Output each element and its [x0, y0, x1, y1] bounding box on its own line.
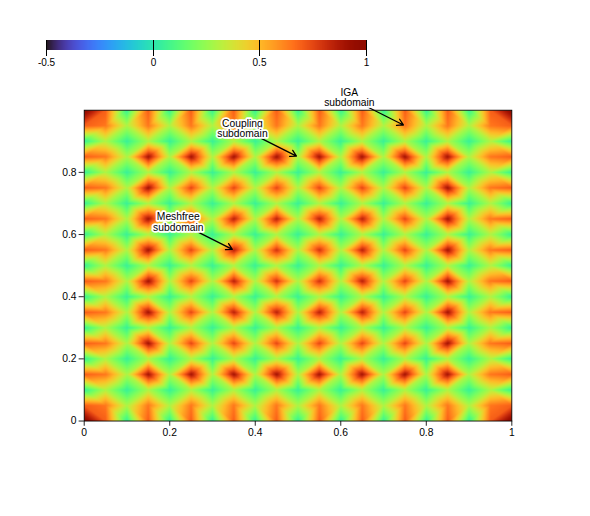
svg-text:0.6: 0.6 [62, 229, 77, 240]
svg-text:-0.5: -0.5 [38, 57, 56, 68]
svg-text:0.2: 0.2 [62, 353, 77, 364]
svg-text:0: 0 [81, 427, 87, 438]
svg-text:0.6: 0.6 [334, 427, 349, 438]
svg-text:0.8: 0.8 [419, 427, 434, 438]
svg-text:0.5: 0.5 [253, 57, 267, 68]
svg-text:0.8: 0.8 [62, 167, 77, 178]
svg-text:IGAsubdomain: IGAsubdomain [324, 87, 375, 108]
svg-text:0.2: 0.2 [163, 427, 178, 438]
svg-text:Meshfreesubdomain: Meshfreesubdomain [153, 211, 204, 232]
svg-text:1: 1 [364, 57, 370, 68]
svg-text:Couplingsubdomain: Couplingsubdomain [217, 118, 268, 139]
svg-text:0.4: 0.4 [248, 427, 263, 438]
svg-text:1: 1 [509, 427, 515, 438]
svg-text:0.4: 0.4 [62, 291, 77, 302]
svg-text:0: 0 [151, 57, 157, 68]
svg-text:0: 0 [71, 415, 77, 426]
